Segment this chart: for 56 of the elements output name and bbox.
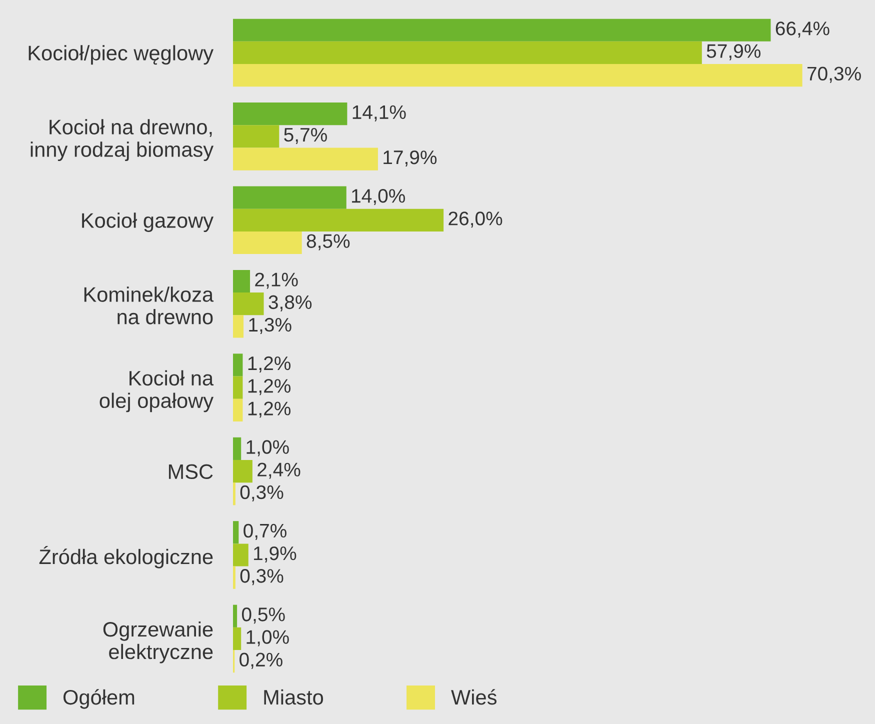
bar	[233, 125, 280, 148]
y-tick-label: Kocioł na drewno, inny rodzaj biomasy	[30, 119, 214, 162]
bar	[233, 186, 346, 209]
data-label: 1,3%	[249, 318, 292, 334]
data-label: 0,3%	[240, 485, 284, 502]
data-label: 3,8%	[268, 295, 312, 312]
bar	[233, 292, 264, 316]
data-label: 26,0%	[448, 212, 502, 228]
bar	[233, 544, 248, 566]
bar	[233, 270, 250, 293]
bar	[233, 148, 378, 170]
bar	[233, 460, 252, 483]
bar	[233, 604, 238, 628]
data-label: 1,0%	[246, 440, 289, 456]
data-label: 1,2%	[248, 402, 291, 418]
data-label: 70,3%	[807, 66, 861, 83]
data-label: 1,2%	[248, 379, 291, 396]
legend-label: Wieś	[451, 689, 497, 705]
bar	[233, 41, 702, 64]
data-label: 5,7%	[284, 128, 327, 144]
y-tick-label: Kominek/koza na drewno	[84, 286, 214, 324]
data-label: 14,0%	[352, 188, 405, 206]
legend-label: Miasto	[264, 689, 324, 705]
y-tick-label: Źródła ekologiczne	[39, 546, 213, 568]
bar	[233, 315, 244, 338]
data-label: 66,4%	[776, 22, 830, 38]
data-label: 17,9%	[384, 150, 437, 167]
bar	[233, 521, 239, 544]
y-tick-label: Kocioł na olej opałowy	[100, 370, 214, 412]
data-label: 8,5%	[306, 234, 350, 250]
data-label: 57,9%	[706, 44, 760, 60]
data-label: 0,5%	[242, 608, 285, 624]
bar	[233, 208, 444, 232]
bar	[233, 18, 771, 42]
data-label: 0,2%	[240, 652, 282, 669]
data-label: 0,3%	[240, 569, 284, 586]
data-label: 14,1%	[352, 105, 406, 122]
bar	[233, 376, 243, 399]
y-tick-label: Kocioł/piec węglowy	[28, 45, 214, 65]
bar	[233, 64, 802, 87]
data-label: 2,4%	[258, 462, 300, 479]
y-tick-label: MSC	[168, 464, 213, 480]
data-label: 2,1%	[255, 272, 298, 289]
bar	[233, 398, 243, 422]
y-tick-label: Kocioł gazowy	[82, 212, 214, 232]
data-label: 1,0%	[246, 630, 289, 646]
data-label: 1,2%	[248, 356, 291, 372]
data-label: 1,9%	[254, 546, 296, 563]
data-label: 0,7%	[244, 524, 286, 540]
bar	[233, 231, 302, 254]
bar	[233, 627, 242, 650]
legend-label: Ogółem	[63, 689, 134, 709]
bar	[233, 437, 242, 460]
bar	[233, 354, 243, 376]
y-tick-label: Ogrzewanie elektryczne	[103, 621, 213, 664]
bar	[233, 102, 348, 126]
